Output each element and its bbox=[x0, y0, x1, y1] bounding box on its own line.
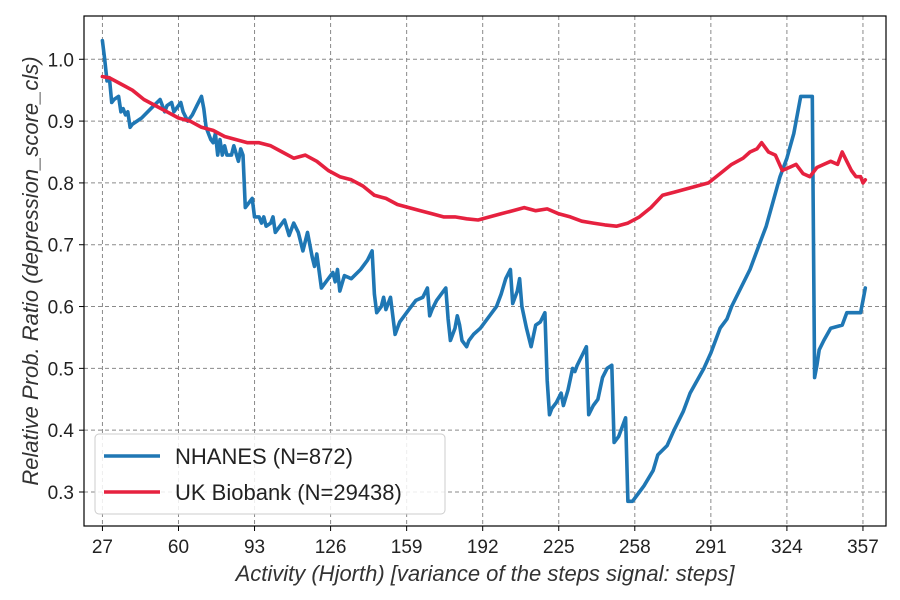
legend-box bbox=[94, 433, 446, 515]
grid-lines bbox=[84, 16, 886, 526]
x-tick-label: 93 bbox=[244, 537, 265, 558]
x-tick-label: 27 bbox=[92, 537, 113, 558]
y-tick-label: 0.7 bbox=[48, 236, 74, 257]
plot-frame bbox=[83, 15, 887, 527]
x-tick-label: 126 bbox=[315, 537, 347, 558]
legend-entry-1: UK Biobank (N=29438) bbox=[175, 480, 402, 505]
series-line-1 bbox=[100, 74, 868, 228]
legend: NHANES (N=872) UK Biobank (N=29438) bbox=[94, 433, 446, 515]
x-axis-label: Activity (Hjorth) [variance of the steps… bbox=[234, 561, 736, 586]
series-line-0 bbox=[100, 38, 868, 504]
y-tick-label: 0.6 bbox=[48, 298, 74, 319]
x-tick-label: 324 bbox=[771, 537, 803, 558]
y-tick-label: 0.4 bbox=[48, 421, 75, 442]
x-tick-label: 60 bbox=[168, 537, 189, 558]
y-tick-label: 0.3 bbox=[48, 483, 74, 504]
y-axis-ticks: 0.3 0.4 0.5 0.6 0.7 0.8 0.9 1.0 bbox=[48, 50, 84, 504]
y-tick-label: 0.8 bbox=[48, 174, 74, 195]
x-tick-label: 192 bbox=[467, 537, 499, 558]
x-tick-label: 258 bbox=[619, 537, 651, 558]
x-axis-ticks: 27 60 93 126 159 192 225 258 291 324 357 bbox=[92, 526, 879, 558]
x-tick-label: 291 bbox=[695, 537, 727, 558]
y-tick-label: 0.9 bbox=[48, 112, 74, 133]
series-lines bbox=[100, 38, 868, 504]
x-tick-label: 159 bbox=[391, 537, 423, 558]
x-tick-label: 225 bbox=[543, 537, 575, 558]
y-tick-label: 1.0 bbox=[48, 50, 74, 71]
legend-entry-0: NHANES (N=872) bbox=[175, 444, 353, 469]
x-tick-label: 357 bbox=[847, 537, 879, 558]
y-axis-label: Relative Prob. Ratio (depression_score_c… bbox=[18, 56, 43, 485]
y-tick-label: 0.5 bbox=[48, 359, 74, 380]
